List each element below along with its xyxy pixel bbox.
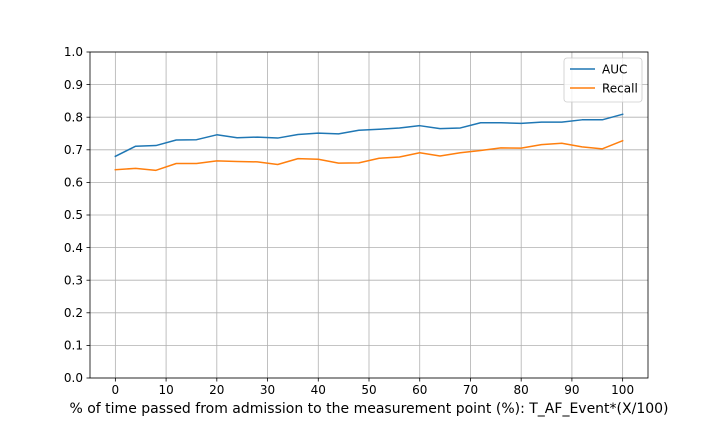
y-tick-label: 0.4 [64, 241, 83, 255]
y-tick-label: 0.5 [64, 208, 83, 222]
x-tick-label: 90 [564, 383, 579, 397]
x-tick-label: 0 [112, 383, 120, 397]
x-axis-title: % of time passed from admission to the m… [69, 401, 668, 417]
x-tick-label: 100 [611, 383, 634, 397]
y-tick-label: 0.2 [64, 306, 83, 320]
y-tick-label: 0.7 [64, 143, 83, 157]
y-tick-label: 0.3 [64, 273, 83, 287]
x-tick-label: 10 [158, 383, 173, 397]
x-tick-label: 60 [412, 383, 427, 397]
series-group [114, 113, 624, 172]
y-tick-label: 0.0 [64, 371, 83, 385]
series-line-recall [114, 139, 624, 172]
y-tick-label: 0.1 [64, 339, 83, 353]
x-tick-label: 80 [514, 383, 529, 397]
x-tick-label: 70 [463, 383, 478, 397]
legend: AUC Recall [563, 57, 643, 103]
y-tick-label: 1.0 [64, 45, 83, 59]
ticks: 0 10 20 30 40 50 60 70 80 90 100 0.0 0.1 0.2 0.3 0.4 0.5… [64, 45, 634, 397]
y-tick-label: 0.9 [64, 78, 83, 92]
x-tick-label: 50 [361, 383, 376, 397]
y-tick-label: 0.6 [64, 176, 83, 190]
x-tick-label: 30 [260, 383, 275, 397]
series-line-auc [114, 113, 624, 158]
x-tick-label: 40 [311, 383, 326, 397]
legend-label-recall: Recall [602, 81, 638, 95]
y-tick-label: 0.8 [64, 110, 83, 124]
x-tick-label: 20 [209, 383, 224, 397]
legend-label-auc: AUC [602, 62, 627, 76]
